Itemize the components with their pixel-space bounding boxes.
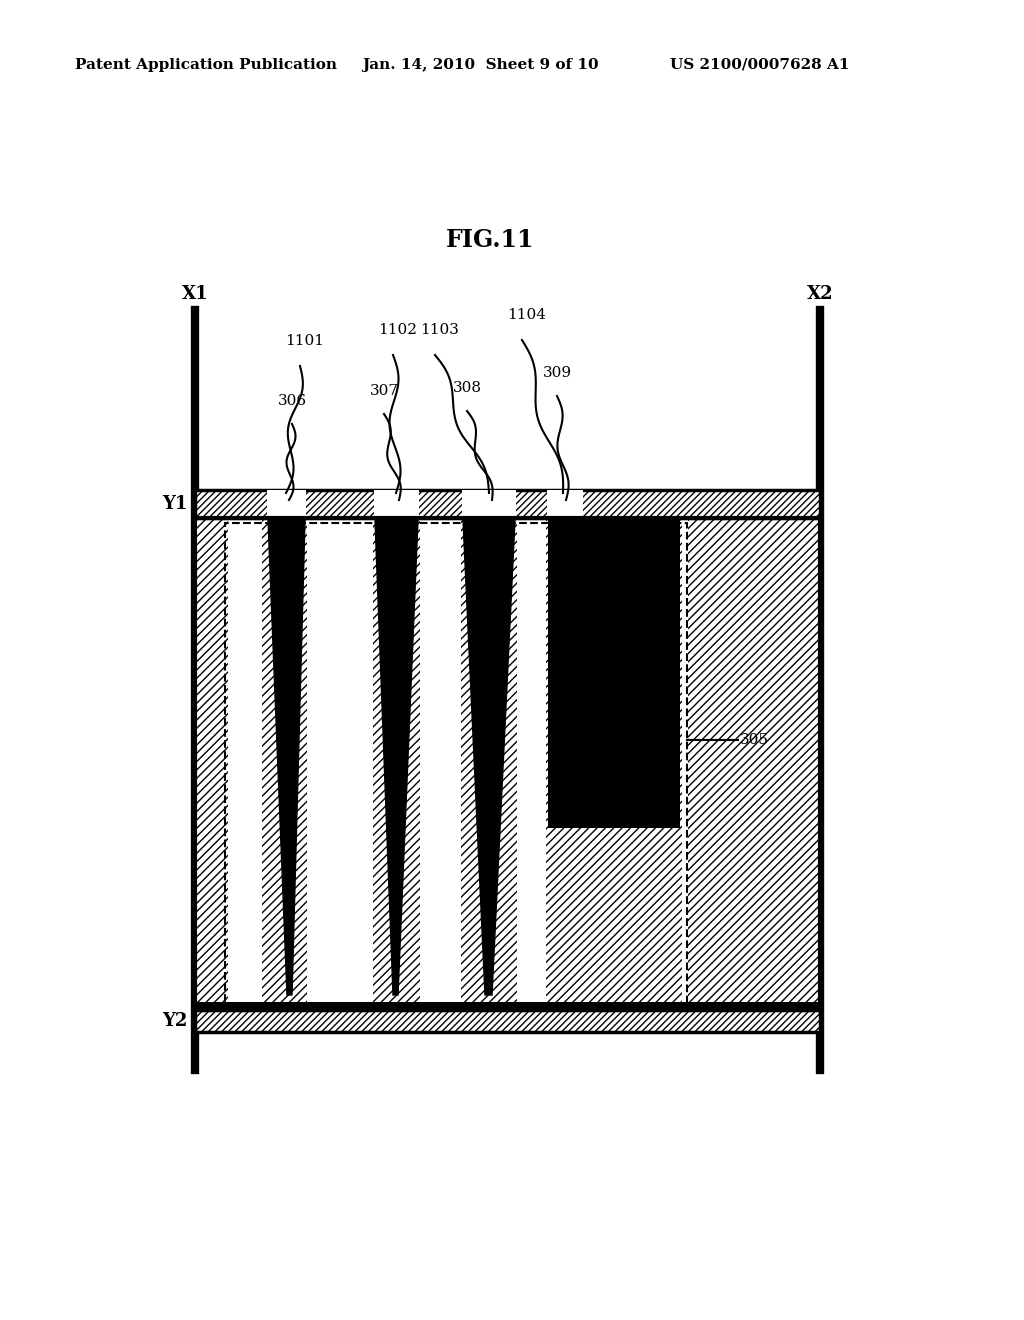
- Bar: [462, 490, 516, 517]
- Text: 1102: 1102: [379, 323, 418, 337]
- Text: 308: 308: [453, 381, 481, 395]
- Text: 309: 309: [543, 366, 571, 380]
- Text: Y1: Y1: [162, 495, 187, 513]
- Text: 305: 305: [740, 733, 769, 747]
- Bar: [548, 520, 680, 828]
- Bar: [195, 517, 820, 1010]
- Text: Jan. 14, 2010  Sheet 9 of 10: Jan. 14, 2010 Sheet 9 of 10: [362, 58, 599, 73]
- Text: FIG.11: FIG.11: [445, 228, 535, 252]
- Text: X2: X2: [807, 285, 834, 304]
- Polygon shape: [463, 520, 515, 995]
- Bar: [517, 520, 546, 1008]
- Text: Patent Application Publication: Patent Application Publication: [75, 58, 337, 73]
- Text: US 2100/0007628 A1: US 2100/0007628 A1: [670, 58, 850, 73]
- Bar: [682, 520, 688, 1008]
- Text: Y2: Y2: [162, 1012, 187, 1030]
- Bar: [228, 520, 262, 1008]
- Bar: [267, 490, 306, 517]
- Polygon shape: [375, 520, 418, 995]
- Text: 1104: 1104: [508, 308, 547, 322]
- Bar: [225, 523, 687, 1005]
- Text: 1103: 1103: [421, 323, 460, 337]
- Text: X1: X1: [181, 285, 208, 304]
- Bar: [374, 490, 419, 517]
- Bar: [307, 520, 373, 1008]
- Bar: [195, 490, 820, 517]
- Text: 1101: 1101: [286, 334, 325, 348]
- Bar: [195, 1002, 820, 1012]
- Bar: [420, 520, 461, 1008]
- Bar: [547, 490, 583, 517]
- Polygon shape: [268, 520, 305, 995]
- Bar: [195, 1010, 820, 1032]
- Bar: [195, 517, 820, 1010]
- Bar: [195, 517, 820, 1010]
- Text: 307: 307: [370, 384, 398, 399]
- Text: 306: 306: [278, 393, 306, 408]
